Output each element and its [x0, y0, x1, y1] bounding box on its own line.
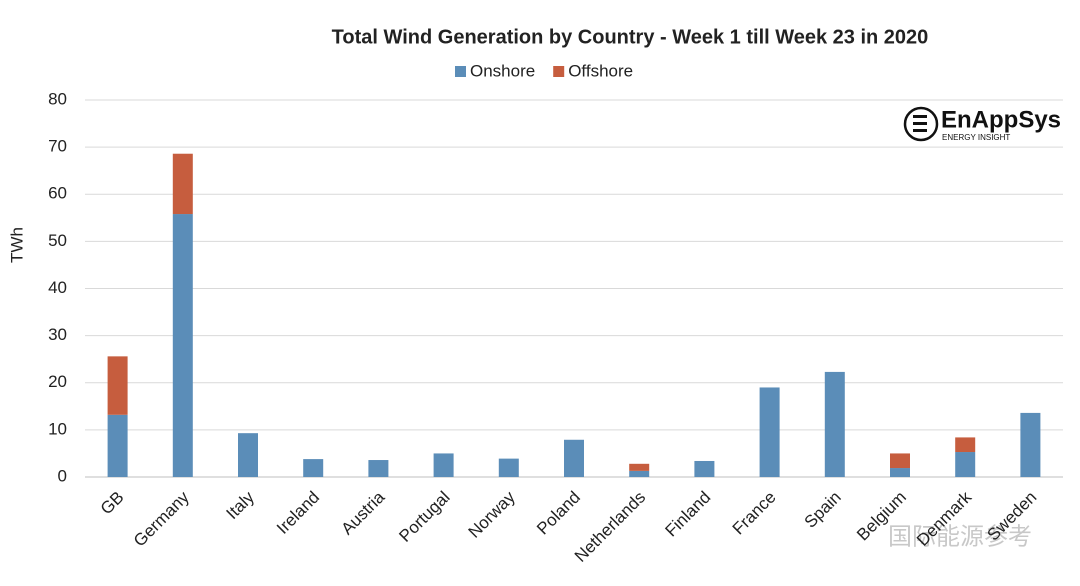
bar-segment	[368, 460, 389, 477]
y-axis-label: TWh	[7, 227, 26, 263]
bar-segment	[172, 153, 193, 215]
logo-icon	[913, 115, 927, 118]
x-tick-label: Italy	[223, 487, 259, 523]
x-tick-label: Norway	[465, 487, 520, 542]
y-tick-label: 30	[48, 325, 67, 344]
bar-segment	[498, 458, 519, 477]
y-tick-label: 60	[48, 184, 67, 203]
logo-icon	[913, 122, 927, 125]
x-tick-label: France	[729, 488, 780, 539]
x-tick-label: Spain	[801, 488, 845, 532]
bar-segment	[107, 356, 128, 415]
bar-segment	[824, 371, 845, 477]
logo-tagline: ENERGY INSIGHT	[942, 133, 1010, 142]
bar-segment	[890, 468, 910, 477]
bar-segment	[955, 452, 976, 477]
x-tick-label: Finland	[662, 488, 715, 541]
watermark: 国际能源参考	[888, 523, 1032, 550]
bar-segment	[564, 439, 584, 477]
bar-segment	[629, 463, 650, 471]
x-tick-label: Portugal	[395, 488, 453, 546]
logo-icon	[913, 129, 927, 132]
legend-swatch	[553, 66, 565, 77]
y-tick-label: 0	[58, 466, 67, 485]
legend-label: Offshore	[568, 61, 633, 80]
bar-segment	[238, 433, 258, 477]
legend-swatch	[455, 66, 466, 77]
bar-segment	[629, 470, 650, 477]
x-tick-label: Germany	[130, 487, 193, 550]
x-tick-label: Austria	[338, 487, 389, 538]
bar-segment	[694, 460, 715, 477]
legend-label: Onshore	[470, 61, 535, 80]
y-tick-label: 50	[48, 231, 67, 250]
x-tick-label: Poland	[533, 488, 584, 539]
x-tick-label: Ireland	[273, 488, 323, 538]
y-tick-label: 10	[48, 419, 67, 438]
x-tick-label: Netherlands	[571, 488, 649, 566]
y-tick-label: 20	[48, 372, 67, 391]
y-tick-label: 40	[48, 278, 67, 297]
bar-segment	[955, 437, 976, 453]
y-tick-label: 80	[48, 89, 67, 108]
bar-segment	[107, 414, 128, 477]
logo-name: EnAppSys	[941, 106, 1061, 133]
bar-segment	[890, 453, 910, 469]
bar-segment	[1020, 412, 1041, 477]
bar-segment	[433, 453, 454, 477]
y-tick-label: 70	[48, 137, 67, 156]
bar-segment	[172, 214, 193, 478]
logo-icon	[903, 106, 939, 142]
x-tick-label: GB	[97, 488, 128, 519]
bar-segment	[303, 459, 324, 477]
logo: EnAppSys ENERGY INSIGHT	[903, 106, 1061, 142]
chart-title: Total Wind Generation by Country - Week …	[332, 26, 929, 48]
bar-segment	[759, 387, 780, 477]
